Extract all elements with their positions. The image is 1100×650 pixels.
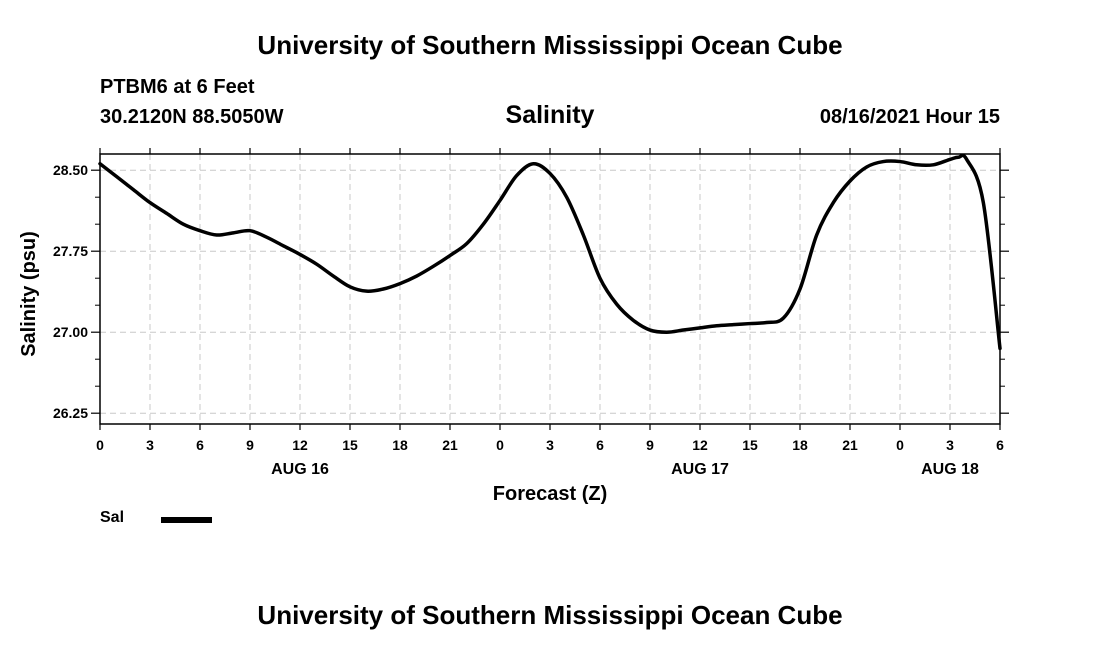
x-tick-label: 15 [342,437,358,453]
x-tick-label: 12 [292,437,308,453]
bottom-title: University of Southern Mississippi Ocean… [257,600,843,630]
y-tick-label: 28.50 [53,162,88,178]
date-label: AUG 18 [921,461,979,478]
legend-swatch [161,517,212,523]
series-lines [98,153,1002,351]
grid-lines [100,154,1000,424]
x-tick-label: 12 [692,437,708,453]
x-tick-label: 3 [146,437,154,453]
y-tick-label: 26.25 [53,405,88,421]
y-tick-label: 27.00 [53,324,88,340]
forecast-timestamp: 08/16/2021 Hour 15 [819,106,1000,128]
x-axis-ticks: 0 3 6 9 12 15 18 21 0 3 6 9 12 15 18 21 0 3 6 [96,148,1004,453]
x-tick-label: 18 [392,437,408,453]
y-tick-label: 27.75 [53,243,88,259]
y-axis-label: Salinity (psu) [18,231,40,357]
top-title: University of Southern Mississippi Ocean… [257,30,843,60]
minor-ticks [95,196,1005,387]
x-tick-label: 6 [196,437,204,453]
x-tick-label: 3 [546,437,554,453]
date-label: AUG 17 [671,461,729,478]
x-axis-label: Forecast (Z) [493,483,607,505]
x-tick-label: 9 [246,437,254,453]
date-labels: AUG 16 AUG 17 AUG 18 [271,461,979,478]
x-tick-label: 15 [742,437,758,453]
x-tick-label: 21 [842,437,858,453]
x-tick-label: 3 [946,437,954,453]
x-tick-label: 9 [646,437,654,453]
date-label: AUG 16 [271,461,329,478]
legend-label: Sal [100,509,125,526]
chart-title: Salinity [505,101,595,129]
x-tick-label: 0 [896,437,904,453]
coordinates-label: 30.2120N 88.5050W [100,106,284,128]
x-tick-label: 6 [596,437,604,453]
station-label: PTBM6 at 6 Feet [100,76,255,98]
y-axis-ticks: 26.25 27.00 27.75 28.50 [53,162,1009,421]
x-tick-label: 0 [96,437,104,453]
x-tick-label: 6 [996,437,1004,453]
x-tick-label: 18 [792,437,808,453]
x-tick-label: 21 [442,437,458,453]
series-line-sal [98,153,1002,351]
x-tick-label: 0 [496,437,504,453]
